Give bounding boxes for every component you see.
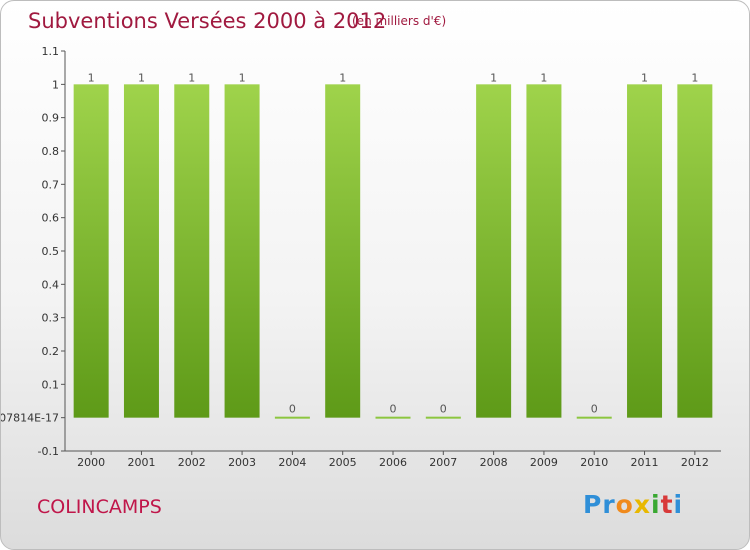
y-tick-label: 0.2 [42, 345, 60, 358]
logo-letter: i [651, 490, 661, 519]
data-label: 0 [591, 403, 598, 416]
logo-letter: r [602, 490, 616, 519]
x-tick-label: 2000 [77, 456, 105, 469]
bar [627, 84, 663, 418]
bar [224, 84, 260, 418]
x-tick-label: 2010 [580, 456, 608, 469]
data-label: 1 [540, 71, 547, 84]
y-tick-label: -0.1 [38, 445, 59, 458]
proxiti-logo: Proxiti [583, 490, 683, 519]
chart-subtitle: (en milliers d'€) [352, 14, 447, 28]
bar [576, 416, 612, 419]
bar [174, 84, 210, 418]
logo-letter: x [633, 490, 651, 519]
data-label: 1 [641, 71, 648, 84]
bar [476, 84, 512, 418]
value-labels: 1 1 1 1 0 1 0 0 1 1 0 1 1 [88, 71, 699, 415]
logo-letter: i [673, 490, 684, 519]
bar [677, 84, 713, 418]
x-tick-label: 2002 [178, 456, 206, 469]
commune-name: COLINCAMPS [37, 496, 162, 518]
bar [73, 84, 109, 418]
data-label: 0 [390, 403, 397, 416]
axes: -0.1 307814E-17 0.1 0.2 0.3 0.4 0.5 0.6 0.7 0.8 0.… [1, 45, 721, 469]
bars [73, 84, 713, 419]
data-label: 1 [88, 71, 95, 84]
data-label: 1 [691, 71, 698, 84]
bar [425, 416, 461, 419]
x-tick-label: 2001 [127, 456, 155, 469]
y-tick-label: 0.4 [42, 278, 60, 291]
data-label: 1 [138, 71, 145, 84]
y-tick-label: 307814E-17 [1, 412, 59, 425]
bar [375, 416, 411, 419]
data-label: 1 [339, 71, 346, 84]
bar [123, 84, 159, 418]
x-tick-label: 2011 [631, 456, 659, 469]
y-tick-label: 0.5 [42, 245, 60, 258]
y-tick-label: 0.7 [42, 178, 60, 191]
data-label: 1 [239, 71, 246, 84]
bar [325, 84, 361, 418]
data-label: 1 [490, 71, 497, 84]
y-tick-label: 1.1 [42, 45, 60, 58]
logo-letter: t [660, 490, 674, 519]
x-tick-label: 2012 [681, 456, 709, 469]
x-tick-label: 2008 [480, 456, 508, 469]
x-tick-label: 2007 [429, 456, 457, 469]
data-label: 0 [440, 403, 447, 416]
y-tick-label: 0.1 [42, 378, 60, 391]
y-tick-label: 1 [52, 78, 59, 91]
bar [526, 84, 562, 418]
logo-letter: P [583, 490, 603, 519]
x-tick-label: 2004 [278, 456, 306, 469]
x-tick-label: 2009 [530, 456, 558, 469]
x-tick-label: 2006 [379, 456, 407, 469]
y-tick-label: 0.8 [42, 145, 60, 158]
y-tick-label: 0.3 [42, 312, 60, 325]
data-label: 0 [289, 403, 296, 416]
data-label: 1 [188, 71, 195, 84]
chart-title: Subventions Versées 2000 à 2012 [28, 9, 387, 33]
x-tick-label: 2003 [228, 456, 256, 469]
logo-letter: o [615, 490, 634, 519]
y-tick-label: 0.9 [42, 112, 60, 125]
bar [274, 416, 310, 419]
y-tick-label: 0.6 [42, 212, 60, 225]
x-tick-label: 2005 [329, 456, 357, 469]
